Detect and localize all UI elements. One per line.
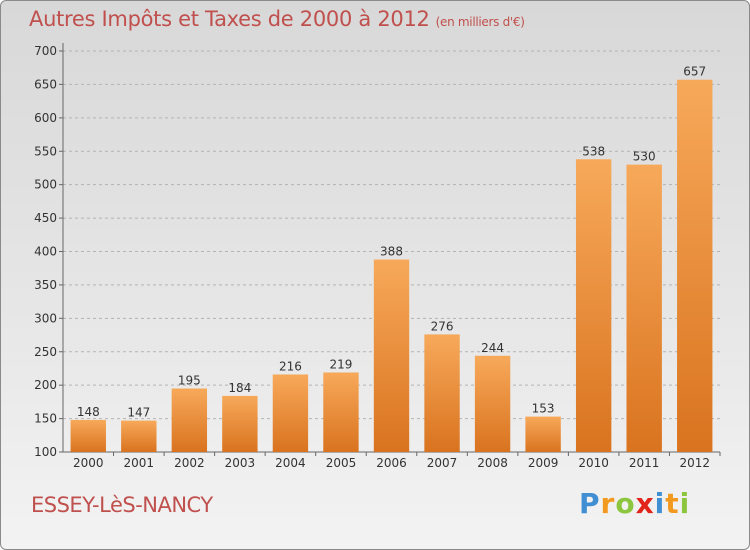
logo-letter: x: [635, 487, 655, 520]
chart-title-text: Autres Impôts et Taxes de 2000 à 2012: [29, 7, 430, 31]
x-tick-label-2003: 2003: [225, 456, 256, 470]
proxiti-logo: Proxiti: [579, 487, 690, 520]
bar-2002: [171, 388, 208, 452]
bar-2004: [272, 374, 309, 452]
commune-name: ESSEY-LèS-NANCY: [31, 493, 213, 517]
data-label-2006: 388: [380, 245, 403, 259]
x-tick-label-2008: 2008: [477, 456, 508, 470]
y-tick-label: 250: [34, 345, 57, 359]
axes: 100 150 200 250 300 350 400 450 500 550 600 650 700 2…: [34, 43, 721, 470]
x-tick-label-2004: 2004: [275, 456, 306, 470]
data-label-2009: 153: [532, 402, 555, 416]
logo-letter: P: [579, 487, 601, 520]
bar-2009: [525, 416, 561, 452]
y-tick-label: 300: [34, 311, 57, 325]
x-tick-label-2009: 2009: [528, 456, 559, 470]
bar-2012: [677, 79, 713, 452]
x-tick-label-2010: 2010: [578, 456, 609, 470]
data-label-2010: 538: [582, 144, 605, 158]
x-tick-label-2012: 2012: [679, 456, 710, 470]
y-tick-label: 550: [34, 144, 57, 158]
y-tick-label: 500: [34, 178, 57, 192]
y-tick-label: 400: [34, 245, 57, 259]
x-tick-label-2011: 2011: [629, 456, 660, 470]
bar-2005: [323, 372, 359, 452]
data-label-2007: 276: [431, 319, 454, 333]
data-label-2004: 216: [279, 359, 302, 373]
chart-subtitle: (en milliers d'€): [435, 15, 525, 29]
data-label-2003: 184: [228, 381, 251, 395]
logo-letter: r: [600, 487, 616, 520]
bars: [70, 79, 713, 452]
logo-letter: i: [654, 487, 666, 520]
bar-2011: [626, 164, 662, 452]
bar-2000: [70, 419, 106, 452]
y-tick-label: 100: [34, 445, 57, 459]
x-tick-label-2005: 2005: [326, 456, 357, 470]
x-tick-label-2007: 2007: [427, 456, 458, 470]
logo-letter: t: [665, 487, 680, 520]
bar-2001: [121, 420, 157, 452]
y-tick-label: 200: [34, 378, 57, 392]
logo-letter: o: [615, 487, 636, 520]
data-label-2008: 244: [481, 341, 504, 355]
x-tick-label-2001: 2001: [124, 456, 155, 470]
data-label-2012: 657: [683, 65, 706, 79]
x-tick-label-2006: 2006: [376, 456, 407, 470]
chart-title: Autres Impôts et Taxes de 2000 à 2012 (en…: [29, 7, 525, 31]
data-label-2002: 195: [178, 374, 201, 388]
logo-letter: i: [679, 487, 691, 520]
bar-2006: [373, 259, 410, 452]
y-tick-label: 450: [34, 211, 57, 225]
y-tick-label: 700: [34, 44, 57, 58]
bar-2007: [424, 334, 460, 452]
y-tick-label: 350: [34, 278, 57, 292]
data-labels: 148 147 195 184 216 219 388 276 244 153 538 530 657: [77, 65, 706, 420]
data-label-2001: 147: [127, 406, 150, 420]
data-label-2011: 530: [633, 150, 656, 164]
bar-2008: [474, 355, 511, 452]
y-tick-label: 600: [34, 111, 57, 125]
bar-2003: [222, 395, 258, 452]
data-label-2000: 148: [77, 405, 100, 419]
x-tick-label-2002: 2002: [174, 456, 205, 470]
bar-2010: [575, 159, 612, 452]
y-tick-label: 150: [34, 412, 57, 426]
x-tick-label-2000: 2000: [73, 456, 104, 470]
data-label-2005: 219: [330, 357, 353, 371]
y-tick-label: 650: [34, 77, 57, 91]
